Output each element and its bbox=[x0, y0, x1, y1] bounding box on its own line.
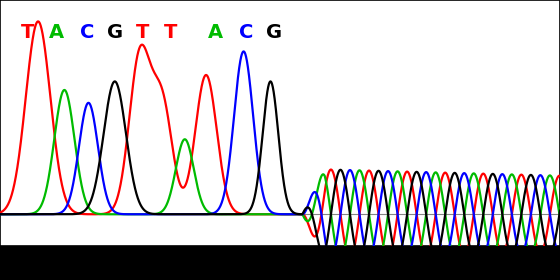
Text: T: T bbox=[164, 22, 178, 41]
Text: C: C bbox=[80, 22, 94, 41]
Text: T: T bbox=[136, 22, 150, 41]
Text: A: A bbox=[48, 22, 64, 41]
Text: C: C bbox=[239, 22, 254, 41]
Text: T: T bbox=[21, 22, 35, 41]
Text: A: A bbox=[208, 22, 223, 41]
Text: G: G bbox=[107, 22, 123, 41]
Text: G: G bbox=[267, 22, 282, 41]
